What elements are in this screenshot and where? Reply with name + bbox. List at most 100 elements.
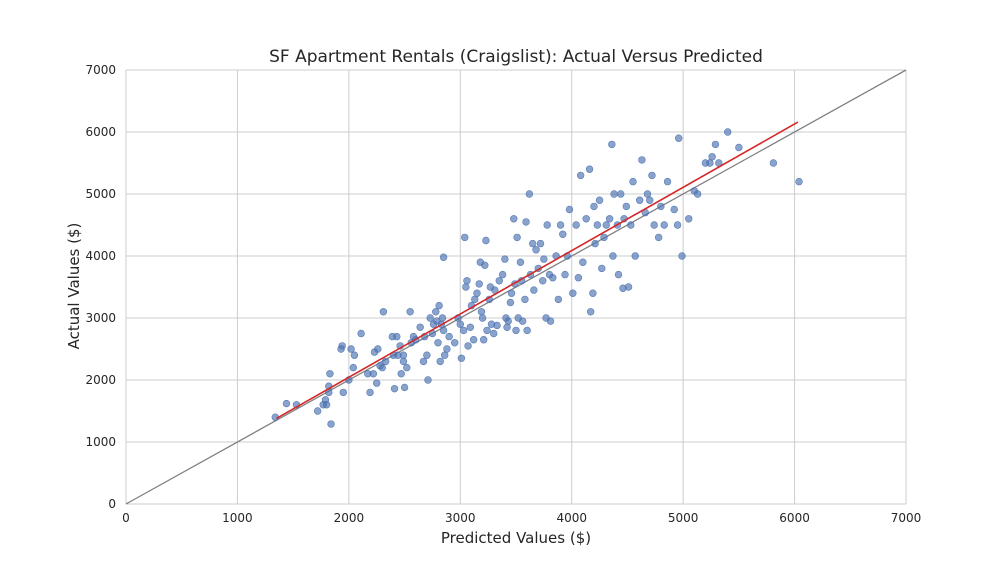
x-tick-label: 2000 [334, 511, 365, 525]
regression-line [276, 121, 799, 420]
data-point [445, 332, 453, 341]
y-tick-label: 3000 [85, 311, 116, 325]
data-point [574, 274, 583, 282]
data-point [507, 289, 516, 297]
data-point [556, 221, 565, 229]
data-point [595, 196, 604, 204]
data-point [339, 388, 347, 397]
data-point [406, 308, 414, 316]
data-point [432, 308, 440, 316]
data-point [529, 239, 537, 248]
data-point [693, 190, 702, 198]
data-point [670, 205, 678, 214]
data-point [543, 221, 551, 229]
data-point [457, 354, 466, 362]
data-point [579, 258, 587, 266]
data-point [490, 329, 498, 338]
data-point [482, 236, 490, 245]
data-point [685, 215, 693, 223]
data-point [638, 156, 646, 164]
data-point [591, 239, 599, 248]
data-point [522, 218, 530, 226]
data-point [530, 286, 538, 294]
data-point [466, 323, 475, 331]
data-point [481, 261, 489, 269]
data-point [678, 252, 686, 260]
x-tick-label: 0 [122, 511, 130, 525]
data-point [590, 202, 598, 211]
data-point [423, 351, 431, 359]
data-point [400, 383, 409, 392]
data-point [349, 363, 358, 372]
data-point [464, 342, 472, 350]
data-point [506, 298, 515, 307]
y-tick-label: 4000 [85, 249, 116, 263]
data-point [443, 345, 451, 353]
data-point [504, 317, 512, 325]
data-point [399, 351, 408, 359]
data-point [629, 177, 637, 186]
data-point [624, 283, 633, 291]
data-point [463, 277, 471, 285]
data-point [393, 332, 401, 341]
data-point [282, 399, 291, 408]
data-point [673, 221, 682, 229]
data-point [735, 143, 743, 152]
y-tick-label: 0 [108, 497, 116, 511]
data-point [546, 317, 555, 325]
data-point [614, 270, 623, 279]
data-point [663, 177, 672, 186]
data-point [313, 407, 322, 415]
data-point [381, 357, 390, 366]
data-point [525, 190, 534, 198]
data-point [350, 351, 359, 359]
data-point [600, 233, 608, 242]
data-point [610, 190, 618, 198]
data-point [605, 215, 614, 223]
data-point [648, 171, 656, 180]
data-point [439, 326, 448, 335]
y-tick-label: 2000 [85, 373, 116, 387]
data-point [477, 308, 486, 316]
data-point [572, 221, 580, 229]
data-point [608, 140, 616, 149]
data-point [609, 252, 617, 260]
data-point [523, 326, 531, 335]
data-point [438, 314, 447, 322]
data-point [706, 159, 714, 167]
data-point [518, 317, 527, 325]
data-point [501, 255, 509, 263]
data-point [582, 215, 590, 223]
data-point [327, 420, 335, 428]
data-point [631, 252, 639, 260]
data-point [622, 202, 631, 211]
data-point [540, 255, 548, 263]
data-point [419, 357, 428, 366]
data-point [426, 314, 434, 322]
data-point [459, 326, 468, 335]
data-point [589, 289, 597, 297]
data-point [403, 363, 411, 372]
data-point [436, 357, 444, 366]
x-tick-label: 4000 [556, 511, 587, 525]
data-point [643, 190, 652, 198]
data-point [357, 329, 365, 338]
data-point [554, 295, 563, 304]
data-point [456, 320, 464, 328]
point-layer [271, 128, 803, 428]
data-point [462, 283, 470, 291]
data-point [512, 326, 520, 335]
x-tick-label: 5000 [668, 511, 699, 525]
data-point [646, 196, 654, 204]
data-point [513, 233, 521, 242]
data-point [399, 357, 408, 366]
y-tick-label: 6000 [85, 125, 116, 139]
data-point [769, 159, 778, 167]
data-point [708, 153, 716, 161]
data-point [539, 277, 547, 285]
data-point [473, 289, 481, 297]
grid-layer [125, 69, 907, 505]
data-point [602, 221, 610, 229]
data-point [650, 221, 658, 229]
